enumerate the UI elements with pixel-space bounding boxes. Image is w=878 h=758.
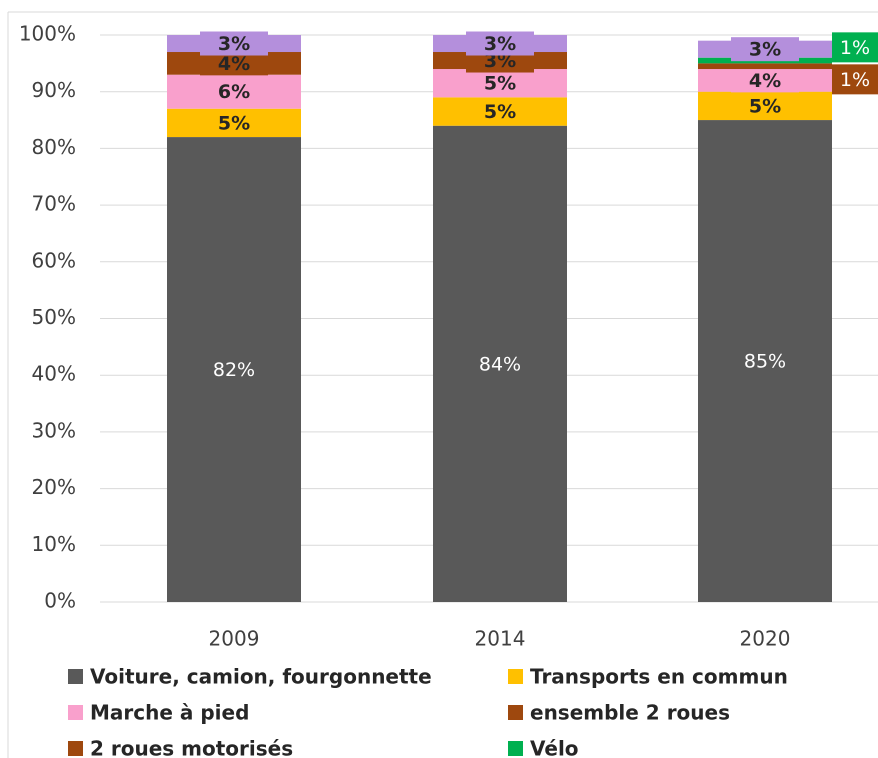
legend-swatch: [508, 705, 523, 720]
legend-label: ensemble 2 roues: [530, 701, 730, 725]
label-box: [731, 37, 799, 62]
label-box: [832, 64, 878, 95]
legend-swatch: [508, 741, 523, 756]
data-label: 3%: [218, 33, 250, 55]
legend-label: Vélo: [530, 737, 579, 758]
legend-swatch: [68, 669, 83, 684]
bar-segment: [698, 91, 832, 121]
bar-segment: [433, 97, 567, 126]
data-label: 85%: [744, 351, 786, 373]
legend-label: 2 roues motorisés: [90, 737, 293, 758]
data-label: 5%: [484, 101, 516, 123]
data-label: 4%: [218, 53, 250, 75]
label-box: [466, 31, 534, 56]
y-tick-label: 0%: [44, 589, 76, 613]
y-tick-label: 70%: [32, 192, 76, 216]
bar-segment: [433, 125, 567, 602]
data-label: 4%: [749, 70, 781, 92]
legend-swatch: [68, 705, 83, 720]
label-box: [200, 31, 268, 56]
legend-label: Marche à pied: [90, 701, 249, 725]
legend-swatch: [508, 669, 523, 684]
y-tick-label: 50%: [32, 305, 76, 329]
y-tick-label: 80%: [32, 135, 76, 159]
bar-segment: [167, 108, 301, 138]
bar-segment: [433, 69, 567, 98]
label-box: [731, 68, 799, 93]
legend-swatch: [68, 741, 83, 756]
data-label: 3%: [484, 50, 516, 72]
x-tick-label: 2014: [475, 627, 526, 651]
data-label: 6%: [218, 81, 250, 103]
legend-label: Voiture, camion, fourgonnette: [90, 665, 432, 689]
data-label: 82%: [213, 359, 255, 381]
y-tick-label: 60%: [32, 248, 76, 272]
data-label: 3%: [749, 39, 781, 61]
data-label: 5%: [218, 112, 250, 134]
data-label: 84%: [479, 353, 521, 375]
label-box: [832, 32, 878, 63]
data-label: 1%: [840, 37, 870, 59]
x-tick-label: 2020: [740, 627, 791, 651]
data-label: 1%: [840, 69, 870, 91]
bar-segment: [698, 120, 832, 603]
y-tick-label: 10%: [32, 532, 76, 556]
legend-label: Transports en commun: [530, 665, 788, 689]
y-tick-label: 100%: [19, 22, 76, 46]
bar-segment: [167, 137, 301, 602]
x-tick-label: 2009: [209, 627, 260, 651]
data-label: 5%: [749, 95, 781, 117]
bar-segment: [698, 63, 832, 70]
data-label: 3%: [484, 33, 516, 55]
y-tick-label: 30%: [32, 418, 76, 442]
y-tick-label: 40%: [32, 362, 76, 386]
bar-segment: [167, 74, 301, 109]
data-label: 5%: [484, 73, 516, 95]
y-tick-label: 20%: [32, 475, 76, 499]
y-tick-label: 90%: [32, 78, 76, 102]
